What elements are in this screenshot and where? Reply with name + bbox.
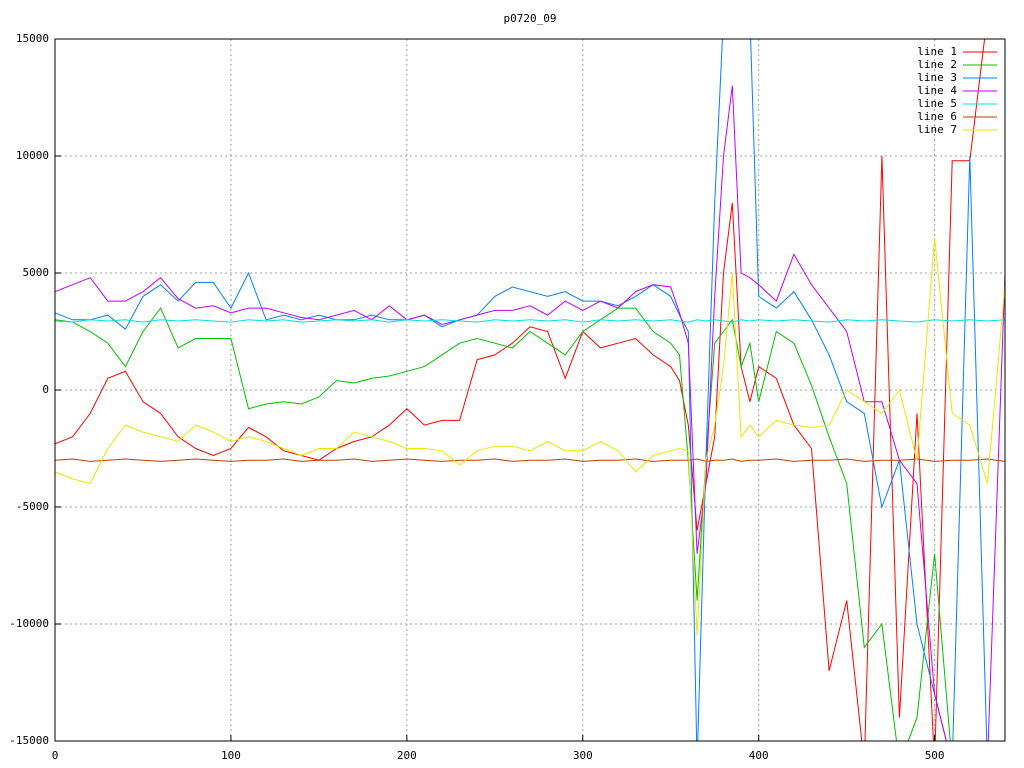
legend-label: line 5 (917, 97, 957, 110)
data-line (55, 237, 1005, 636)
x-tick-label: 100 (221, 749, 241, 762)
y-tick-label: 0 (42, 383, 49, 396)
x-tick-label: 200 (397, 749, 417, 762)
x-tick-label: 500 (925, 749, 945, 762)
legend-label: line 7 (917, 123, 957, 136)
y-tick-label: 10000 (16, 149, 49, 162)
axes: -15000 -10000 -5000 0 5000 10000 15000 0 100 200 3… (9, 32, 944, 762)
data-line (55, 85, 1005, 741)
data-line (55, 39, 986, 741)
data-line (55, 458, 1005, 462)
plot-lines (55, 39, 1005, 741)
y-tick-label: -10000 (9, 617, 49, 630)
legend-label: line 4 (917, 84, 957, 97)
legend-label: line 3 (917, 71, 957, 84)
y-tick-label: 15000 (16, 32, 49, 45)
y-tick-label: -5000 (16, 500, 49, 513)
legend-label: line 6 (917, 110, 957, 123)
grid (54, 38, 1005, 742)
x-tick-label: 0 (52, 749, 59, 762)
data-line (55, 319, 1005, 323)
y-tick-label: 5000 (23, 266, 50, 279)
data-line (55, 307, 951, 741)
chart-title: p0720_09 (504, 12, 557, 25)
y-tick-label: -15000 (9, 734, 49, 747)
x-tick-label: 300 (573, 749, 593, 762)
x-tick-label: 400 (749, 749, 769, 762)
legend-label: line 1 (917, 45, 957, 58)
legend-label: line 2 (917, 58, 957, 71)
data-line (55, 39, 988, 741)
